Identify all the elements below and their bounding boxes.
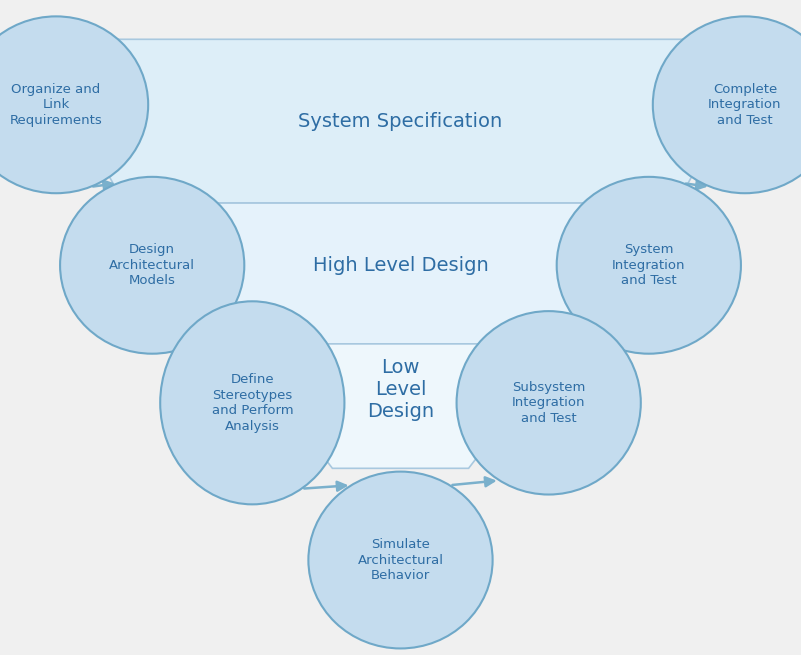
Polygon shape: [32, 39, 769, 203]
Text: Design
Architectural
Models: Design Architectural Models: [109, 243, 195, 288]
Text: Define
Stereotypes
and Perform
Analysis: Define Stereotypes and Perform Analysis: [211, 373, 293, 432]
Text: System
Integration
and Test: System Integration and Test: [612, 243, 686, 288]
Text: High Level Design: High Level Design: [312, 255, 489, 275]
Ellipse shape: [160, 301, 344, 504]
Ellipse shape: [557, 177, 741, 354]
Ellipse shape: [0, 16, 148, 193]
Ellipse shape: [60, 177, 244, 354]
Ellipse shape: [308, 472, 493, 648]
Polygon shape: [124, 203, 677, 344]
Text: Simulate
Architectural
Behavior: Simulate Architectural Behavior: [357, 538, 444, 582]
Text: Low
Level
Design: Low Level Design: [367, 358, 434, 421]
Ellipse shape: [457, 311, 641, 495]
Text: System Specification: System Specification: [299, 111, 502, 131]
Text: Subsystem
Integration
and Test: Subsystem Integration and Test: [512, 381, 586, 425]
Text: Organize and
Link
Requirements: Organize and Link Requirements: [10, 83, 103, 127]
Polygon shape: [236, 344, 565, 468]
Text: Complete
Integration
and Test: Complete Integration and Test: [708, 83, 782, 127]
Ellipse shape: [653, 16, 801, 193]
